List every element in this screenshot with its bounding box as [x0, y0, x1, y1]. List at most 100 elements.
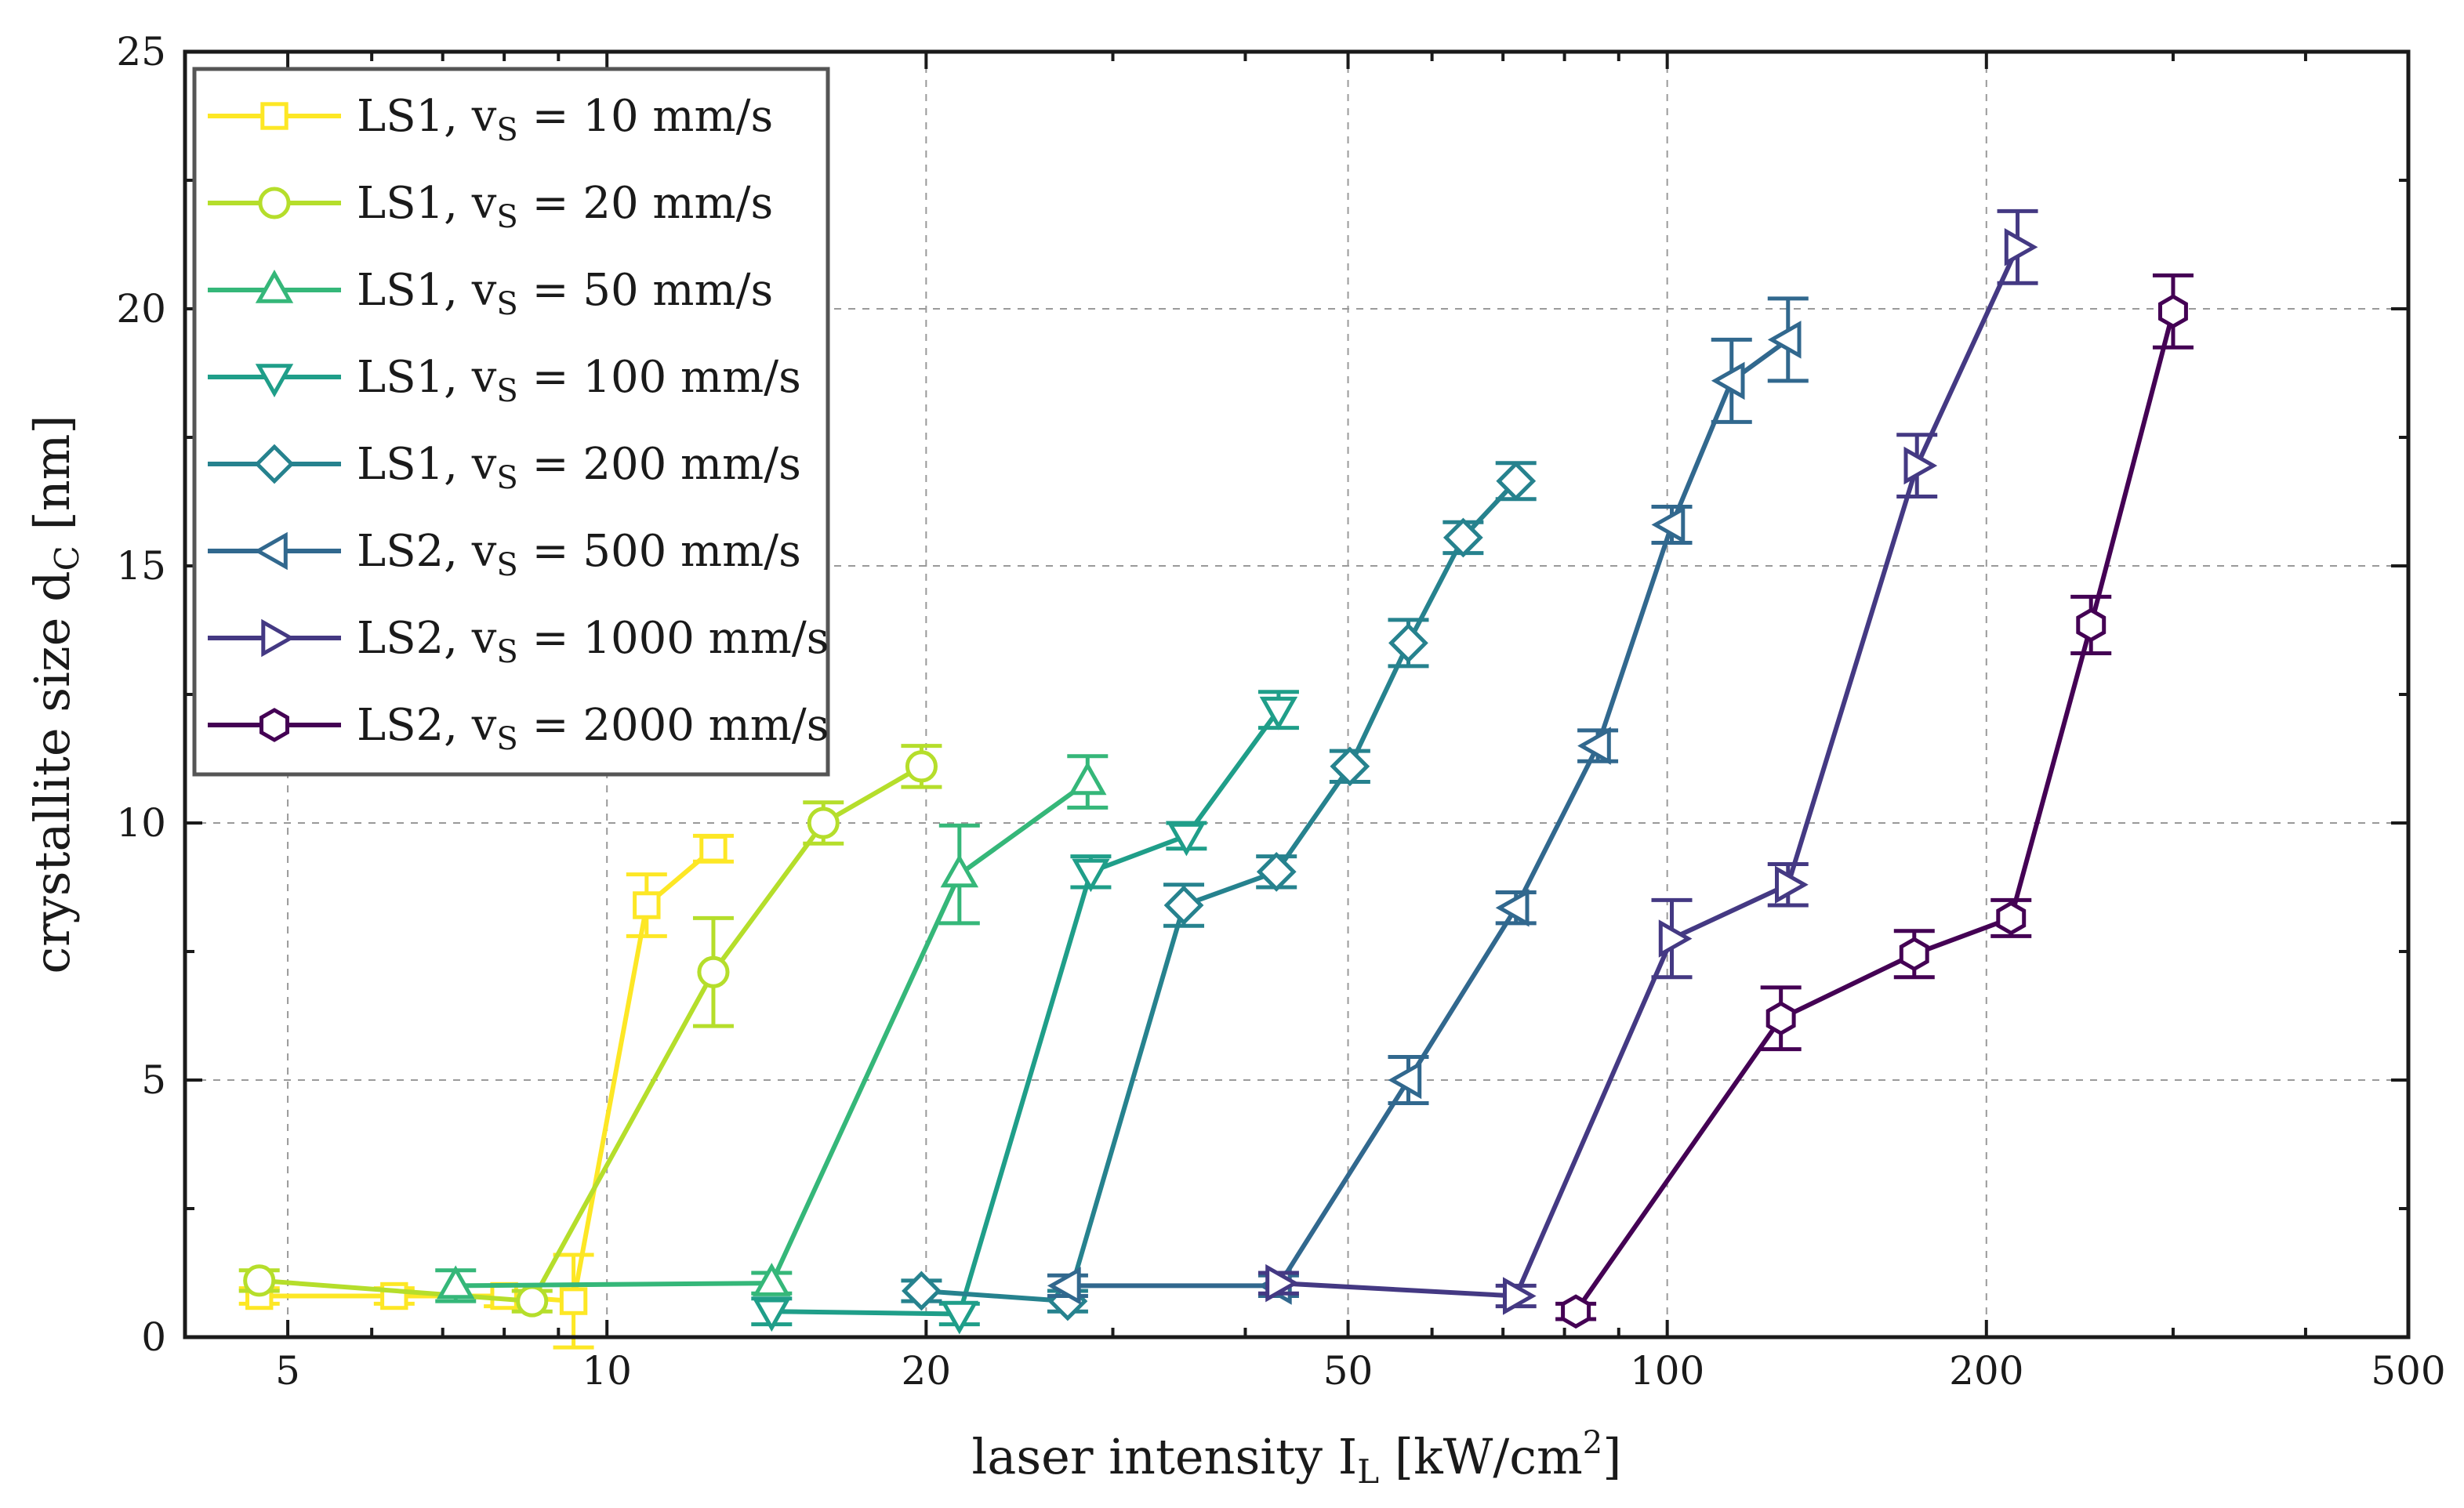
legend-marker — [260, 102, 288, 130]
series-line — [1067, 337, 1790, 1289]
data-point — [1996, 901, 2027, 936]
data-point — [940, 854, 979, 888]
data-point — [902, 1271, 942, 1311]
legend-label: LS1, vS = 200 mm/s — [357, 439, 801, 496]
data-point — [1442, 517, 1483, 558]
data-point — [1388, 622, 1428, 663]
data-point — [559, 1287, 588, 1315]
data-point — [1330, 746, 1370, 787]
data-point — [437, 1265, 475, 1300]
data-point — [699, 835, 728, 863]
x-tick-label: 500 — [2371, 1348, 2445, 1394]
legend-label: LS2, vS = 1000 mm/s — [357, 613, 829, 670]
series-line — [921, 479, 1518, 1304]
data-point — [1899, 937, 1929, 972]
data-point — [2158, 294, 2188, 329]
data-point — [1903, 446, 1938, 485]
data-point — [807, 807, 840, 839]
legend-entry-8: LS2, vS = 2000 mm/s — [208, 700, 829, 757]
y-tick-label: 25 — [116, 29, 166, 74]
data-point — [1561, 1294, 1591, 1329]
legend-marker — [259, 708, 289, 742]
x-tick-label: 100 — [1630, 1348, 1704, 1394]
plot-frame — [183, 49, 2411, 1339]
series-4 — [751, 690, 1299, 1335]
data-point — [516, 1285, 549, 1318]
data-point — [1658, 919, 1693, 958]
series-6 — [1047, 296, 1809, 1305]
legend-marker — [255, 270, 294, 303]
data-point — [1767, 321, 1802, 359]
legend-marker — [254, 444, 295, 484]
data-point — [2076, 607, 2107, 643]
data-point — [1496, 461, 1537, 502]
series-1 — [238, 833, 734, 1350]
data-point — [243, 1264, 276, 1297]
legend-label: LS2, vS = 500 mm/s — [357, 526, 801, 583]
legend-marker — [254, 531, 288, 571]
data-point — [1163, 885, 1204, 926]
y-tick-label: 10 — [116, 800, 166, 846]
legend-label: LS2, vS = 2000 mm/s — [357, 700, 829, 757]
legend-label: LS1, vS = 20 mm/s — [357, 178, 773, 235]
series-line — [455, 780, 1090, 1289]
legend-box — [192, 67, 830, 777]
x-tick-label: 20 — [902, 1348, 952, 1394]
data-point — [380, 1281, 408, 1310]
data-point — [1577, 727, 1611, 765]
data-layer — [238, 208, 2194, 1350]
legend-marker — [258, 187, 291, 219]
data-point — [1495, 889, 1530, 927]
series-line — [1573, 310, 2176, 1313]
legend-entry-7: LS2, vS = 1000 mm/s — [208, 613, 829, 670]
y-axis-label: crystallite size dC [nm] — [24, 415, 86, 973]
legend-label: LS1, vS = 50 mm/s — [357, 265, 773, 322]
data-point — [940, 1300, 979, 1335]
data-point — [1775, 865, 1809, 904]
data-point — [1651, 506, 1686, 544]
data-point — [1265, 1263, 1299, 1303]
legend-marker — [255, 364, 294, 397]
data-point — [1072, 858, 1110, 893]
legend-label: LS1, vS = 10 mm/s — [357, 91, 773, 148]
data-point — [2004, 227, 2038, 266]
data-point — [1167, 822, 1206, 857]
data-point — [1256, 851, 1297, 892]
x-tick-label: 5 — [275, 1348, 300, 1394]
legend-entry-6: LS2, vS = 500 mm/s — [208, 526, 801, 583]
legend-entry-5: LS1, vS = 200 mm/s — [208, 439, 801, 496]
x-tick-label: 50 — [1323, 1348, 1374, 1394]
data-point — [1388, 1060, 1422, 1100]
data-point — [905, 750, 938, 783]
legend-entry-1: LS1, vS = 10 mm/s — [208, 91, 773, 148]
legend-entry-4: LS1, vS = 100 mm/s — [208, 352, 801, 409]
data-point — [1765, 1001, 1796, 1036]
series-3 — [435, 754, 1109, 1303]
y-tick-label: 15 — [116, 543, 166, 589]
data-point — [633, 891, 661, 919]
data-point — [697, 955, 730, 988]
legend-label: LS1, vS = 100 mm/s — [357, 352, 801, 409]
series-line — [1278, 246, 2020, 1299]
x-tick-label: 200 — [1949, 1348, 2023, 1394]
data-point — [753, 1263, 791, 1296]
data-point — [752, 1298, 791, 1332]
series-7 — [1257, 208, 2038, 1315]
data-point — [1047, 1267, 1081, 1305]
series-8 — [1555, 273, 2194, 1329]
legend-entry-3: LS1, vS = 50 mm/s — [208, 265, 773, 322]
data-point — [1259, 696, 1298, 730]
data-point — [1503, 1277, 1537, 1315]
y-tick-label: 5 — [141, 1057, 166, 1103]
series-line — [771, 708, 1281, 1317]
data-point — [1069, 761, 1107, 796]
x-axis-label: laser intensity IL [kW/cm2] — [972, 1425, 1622, 1491]
y-tick-label: 0 — [141, 1314, 166, 1360]
legend: LS1, vS = 10 mm/s LS1, vS = 20 mm/s LS1, v… — [192, 67, 830, 777]
legend-marker — [261, 618, 295, 658]
data-point — [1711, 361, 1745, 401]
series-5 — [901, 461, 1537, 1321]
legend-entry-2: LS1, vS = 20 mm/s — [208, 178, 773, 235]
axes: 5 10 20 50 100 200 500 0 5 10 15 20 25 — [116, 29, 2445, 1394]
